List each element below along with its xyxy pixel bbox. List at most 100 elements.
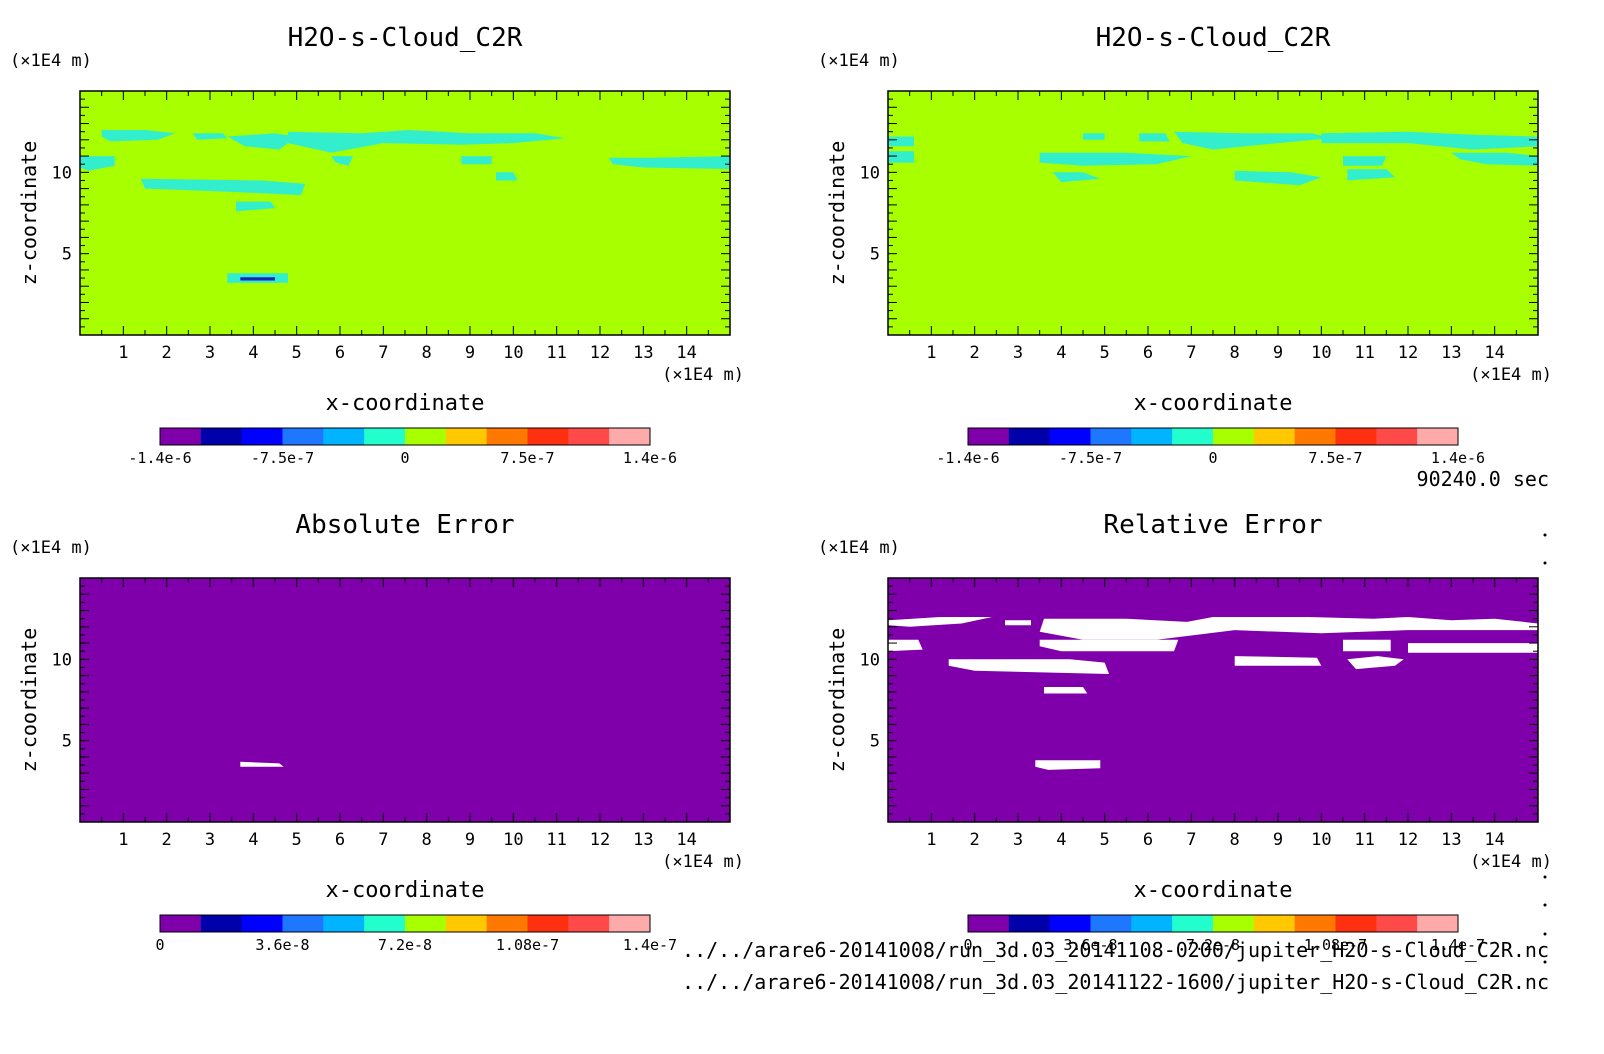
colorbar-tick-label: -7.5e-7 <box>251 449 314 467</box>
colorbar-tick-label: 1.4e-7 <box>1431 936 1485 954</box>
x-tick-label: 9 <box>1273 343 1283 363</box>
colorbar-swatch <box>1294 915 1336 932</box>
contour-region-9 <box>496 172 518 181</box>
contour-region-6 <box>1321 131 1538 150</box>
colorbar-tick-label: 0 <box>155 936 164 954</box>
colorbar-swatch <box>200 428 243 445</box>
colorbar-tick-label: 1.4e-6 <box>623 449 677 467</box>
colorbar-swatch <box>1172 915 1214 932</box>
x-tick-label: 7 <box>1186 830 1196 850</box>
colorbar-swatch <box>1417 428 1459 445</box>
contour-region-1 <box>101 130 176 142</box>
x-tick-label: 14 <box>1484 343 1504 363</box>
contour-region-4 <box>288 130 566 153</box>
y-tick-label: 10 <box>860 650 880 670</box>
colorbar-swatch <box>486 915 528 932</box>
colorbar-swatch <box>527 915 569 932</box>
x-tick-label: 3 <box>1013 830 1023 850</box>
colorbar-swatch <box>568 428 610 445</box>
colorbar: 0 3.6e-8 7.2e-8 1.08e-7 1.4e-7 <box>963 914 1485 954</box>
x-tick-label: 1 <box>118 343 128 363</box>
footer-file-1: ../../arare6-20141008/run_3d.03_20141108… <box>682 938 1549 962</box>
contour-region-5 <box>331 156 353 166</box>
colorbar-frame <box>159 914 651 933</box>
chart-panel-1: H2O-s-Cloud_C2R(×1E4 m)1 2 3 4 5 6 7 8 9 10 11 12 13… <box>10 23 744 467</box>
chart-title: H2O-s-Cloud_C2R <box>1096 23 1331 53</box>
x-tick-label: 12 <box>590 830 610 850</box>
contour-region-6 <box>1343 639 1391 652</box>
contour-region-5 <box>1174 131 1330 150</box>
colorbar-swatch <box>160 915 202 932</box>
x-tick-label: 10 <box>1311 343 1331 363</box>
colorbar-swatch <box>1049 915 1091 932</box>
colorbar: -1.4e-6 -7.5e-7 0 7.5e-7 1.4e-6 <box>128 427 677 467</box>
contour-region-2 <box>1005 620 1031 626</box>
x-tick-label: 6 <box>335 343 345 363</box>
colorbar-swatch <box>1090 915 1132 932</box>
colorbar-swatch <box>241 915 283 932</box>
x-tick-label: 4 <box>1056 830 1066 850</box>
contour-region-9 <box>1451 152 1538 166</box>
x-unit-label: (×1E4 m) <box>662 852 744 872</box>
x-tick-label: 2 <box>970 830 980 850</box>
x-tick-label: 5 <box>292 343 302 363</box>
contour-region-3 <box>227 133 297 150</box>
colorbar-frame <box>967 427 1459 446</box>
contour-region-1 <box>888 617 992 627</box>
colorbar-tick-label: -1.4e-6 <box>128 449 191 467</box>
edge-dot <box>1543 561 1547 565</box>
colorbar-swatch <box>1335 915 1377 932</box>
x-tick-label: 12 <box>590 343 610 363</box>
x-unit-label: (×1E4 m) <box>1470 365 1552 385</box>
x-tick-label: 4 <box>248 343 258 363</box>
y-tick-label: 5 <box>62 732 72 752</box>
colorbar-tick-label: -1.4e-6 <box>936 449 999 467</box>
colorbar-swatch <box>364 428 406 445</box>
time-label: 90240.0 sec <box>1417 467 1549 491</box>
contour-region-3 <box>1039 617 1538 640</box>
colorbar: -1.4e-6 -7.5e-7 0 7.5e-7 1.4e-6 <box>936 427 1485 467</box>
colorbar-tick-label: 0 <box>1208 449 1217 467</box>
contour-regions <box>888 617 1538 770</box>
y-unit-label: (×1E4 m) <box>818 51 900 71</box>
x-tick-label: 13 <box>633 830 653 850</box>
plot-field <box>888 91 1538 335</box>
chart-panel-2: H2O-s-Cloud_C2R(×1E4 m)1 2 3 4 5 6 7 8 9 10 11 12 13… <box>818 23 1552 467</box>
colorbar-swatch <box>282 915 324 932</box>
plot-field <box>80 91 730 335</box>
contour-region-6 <box>461 156 492 165</box>
colorbar-swatch <box>160 428 202 445</box>
x-tick-label: 1 <box>118 830 128 850</box>
colorbar-swatch <box>1213 915 1255 932</box>
colorbar-tick-label: 7.2e-8 <box>378 936 432 954</box>
y-tick-label: 5 <box>62 245 72 265</box>
colorbar-swatch <box>968 915 1010 932</box>
colorbar-swatch <box>609 428 651 445</box>
colorbar-tick-label: -7.5e-7 <box>1059 449 1122 467</box>
y-axis-label: z-coordinate <box>825 628 849 773</box>
y-axis-label: z-coordinate <box>17 141 41 286</box>
contour-regions <box>888 131 1538 186</box>
colorbar-swatch <box>1253 428 1296 445</box>
x-tick-label: 5 <box>292 830 302 850</box>
x-tick-label: 1 <box>926 343 936 363</box>
contour-region-11 <box>236 201 275 212</box>
y-tick-label: 10 <box>52 650 72 670</box>
colorbar-swatch <box>1131 915 1173 932</box>
x-tick-label: 14 <box>1484 830 1504 850</box>
colorbar-swatch <box>1090 428 1132 445</box>
x-tick-label: 8 <box>1230 343 1240 363</box>
x-tick-label: 6 <box>335 830 345 850</box>
contour-region-5 <box>1039 639 1179 652</box>
x-tick-label: 11 <box>546 343 566 363</box>
colorbar-tick-label: 7.2e-8 <box>1186 936 1240 954</box>
x-tick-label: 7 <box>1186 343 1196 363</box>
plot-field <box>888 578 1538 822</box>
x-tick-label: 13 <box>633 343 653 363</box>
contour-region-4 <box>1139 133 1170 142</box>
colorbar-swatch <box>527 428 569 445</box>
y-unit-label: (×1E4 m) <box>10 538 92 558</box>
contour-regions <box>240 761 284 767</box>
x-tick-label: 9 <box>1273 830 1283 850</box>
